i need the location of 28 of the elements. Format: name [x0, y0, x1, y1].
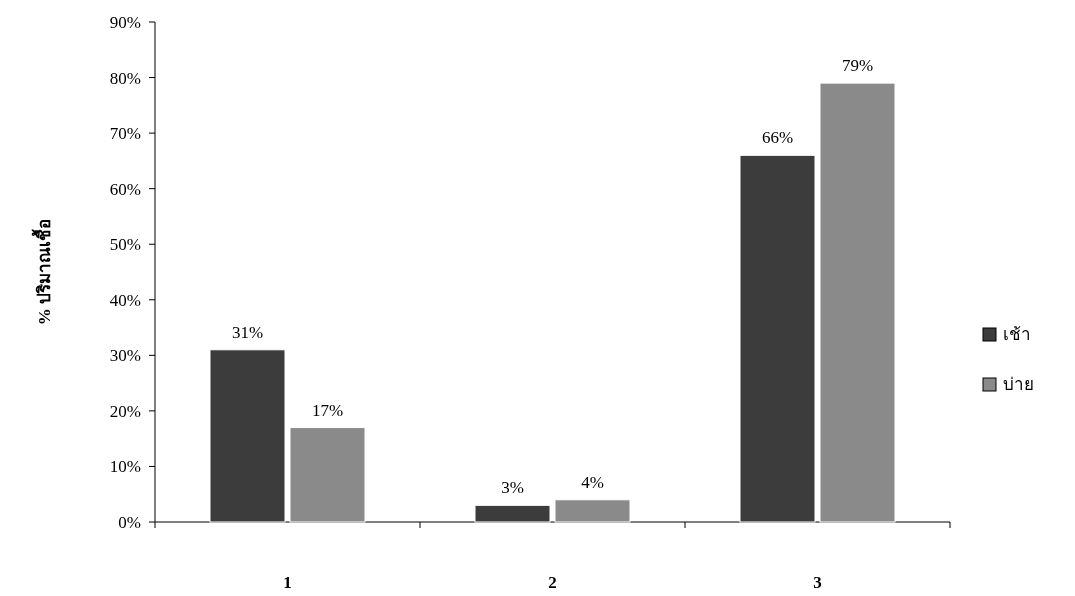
y-tick-label: 60% [109, 179, 141, 199]
y-tick-label: 50% [109, 235, 141, 255]
text: 3% [501, 478, 524, 498]
text: 31% [231, 322, 264, 342]
legend-label: เช้า [1003, 325, 1031, 344]
x-tick-label: 2 [548, 573, 557, 592]
y-tick-label: 80% [109, 68, 141, 88]
text: 17% [311, 400, 344, 420]
y-tick-label: 0% [118, 513, 141, 532]
y-tick-label: 20% [109, 401, 141, 421]
y-tick-label: 40% [109, 290, 141, 310]
x-tick-label: 1 [283, 573, 292, 592]
y-tick-label: 30% [109, 346, 141, 366]
legend-label: บ่าย [1003, 375, 1034, 394]
y-axis-title: % ปริมาณเชื้อ [31, 218, 54, 326]
bar [474, 504, 551, 523]
text: 4% [581, 472, 604, 492]
text: 79% [841, 56, 874, 76]
bar [289, 427, 366, 523]
x-tick-label: 3 [813, 573, 822, 592]
bar [739, 154, 816, 523]
bar [554, 499, 631, 523]
y-tick-label: 10% [109, 457, 141, 477]
bar [209, 349, 286, 523]
bar [819, 82, 896, 523]
text: 66% [761, 128, 794, 148]
y-tick-label: 90% [109, 13, 141, 32]
y-tick-label: 70% [109, 124, 141, 144]
